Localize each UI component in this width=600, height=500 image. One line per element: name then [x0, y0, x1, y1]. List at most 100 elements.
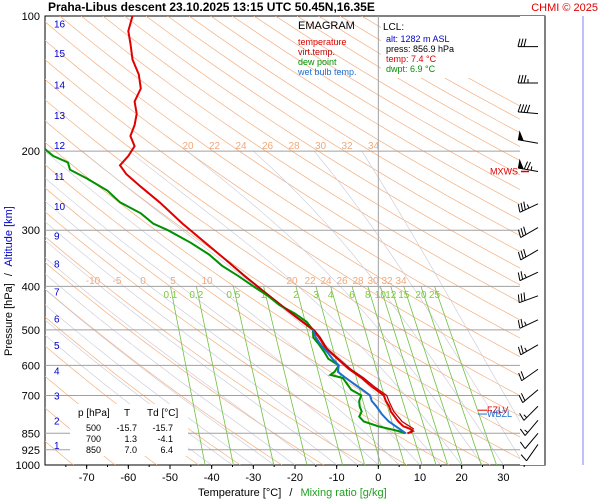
x-axis-label: Temperature [°C] / Mixing ratio [g/kg] [198, 487, 387, 499]
wind-barb-half-flag [524, 273, 527, 278]
wind-barb-flag [517, 74, 521, 84]
mixing-ratio-line [315, 286, 366, 465]
altitude-tick-label: 7 [54, 288, 60, 299]
dry-adiabat-label: 28 [288, 141, 300, 152]
mixing-ratio-line [330, 286, 382, 465]
wind-barb-flag [520, 293, 523, 302]
dry-adiabat-label: 20 [182, 141, 194, 152]
xlabel-temperature: Temperature [°C] [198, 487, 281, 499]
mixing-ratio-line [420, 286, 482, 465]
wind-barb-flag [520, 104, 525, 113]
table-row-t: 7.0 [124, 445, 137, 455]
svg-text:Pressure [hPa] /: Pressure [hPa] / Altitude [km] [3, 206, 15, 356]
mixing-ratio-label: 15 [398, 290, 410, 301]
xlabel-separator: / [289, 487, 293, 499]
pressure-tick-label: 100 [22, 11, 40, 23]
dry-adiabat-line [45, 78, 545, 410]
legend-heading: EMAGRAM [298, 20, 355, 32]
wind-barb-pennant [517, 130, 524, 142]
table-row-t: 1.3 [124, 434, 137, 444]
pressure-tick-label: 600 [22, 360, 40, 372]
temperature-tick-label: -70 [79, 472, 95, 484]
wind-barb-flag [523, 292, 526, 301]
wind-barb-flag [523, 74, 527, 84]
mixing-ratio-label: 0.1 [163, 290, 177, 301]
wind-barb-flag [517, 204, 521, 213]
wind-barb-flag [523, 161, 529, 170]
altitude-tick-label: 11 [54, 172, 65, 183]
dry-adiabat-label: 30 [315, 141, 327, 152]
dry-adiabat-line [45, 99, 545, 430]
altitude-tick-label: 10 [54, 202, 66, 213]
wind-barb-half-flag [524, 321, 527, 326]
mixing-ratio-label: 6 [349, 290, 355, 301]
fzlv-label: FZLV [487, 405, 508, 415]
wind-barb-flag [523, 104, 528, 113]
xlabel-mixing-ratio: Mixing ratio [g/kg] [300, 487, 386, 499]
wind-barb-half-flag [530, 166, 533, 171]
wind-barb-flag [520, 228, 524, 237]
wind-barb-flag [520, 38, 524, 47]
temperature-tick-label: 20 [456, 472, 468, 484]
wind-barb-flag [520, 250, 524, 259]
wbzl-label: WBZL [487, 409, 512, 419]
table-row-td: -15.7 [152, 423, 173, 433]
pressure-tick-label: 500 [22, 325, 40, 337]
dry-adiabat-line [188, 16, 545, 234]
altitude-tick-label: 13 [54, 111, 66, 122]
temperature-tick-label: 30 [497, 472, 509, 484]
legend-item-virt-temp: virt.temp. [298, 47, 335, 57]
series-wet-bulb-temp-line [311, 329, 407, 435]
altitude-tick-label: 9 [54, 231, 60, 242]
table-row-td: 6.4 [160, 445, 173, 455]
wind-barb-flag [517, 103, 522, 113]
mxws-label: MXWS [490, 167, 518, 177]
wind-barb [517, 248, 539, 261]
wind-barb-half-flag [524, 429, 529, 433]
wind-barb-flag [520, 371, 525, 380]
pressure-tick-label: 300 [22, 225, 40, 237]
wind-barb-flag [517, 320, 521, 329]
dry-adiabat-label: 28 [352, 276, 364, 287]
table-row-p: 850 [86, 445, 101, 455]
dry-adiabat-label: 5 [170, 276, 176, 287]
mixing-ratio-line [232, 286, 275, 465]
dry-adiabat-label: 34 [395, 276, 407, 287]
table-row-p: 500 [86, 423, 101, 433]
wind-barb [518, 368, 539, 382]
table-row-t: -15.7 [116, 423, 137, 433]
y-axis-label: Pressure [hPa] / Altitude [km] [3, 206, 15, 356]
wind-barb-flag [523, 38, 527, 47]
pressure-tick-label: 850 [22, 428, 40, 440]
wind-barb [517, 74, 538, 84]
lcl-pressure: press: 856.9 hPa [386, 44, 454, 54]
dry-adiabat-line [81, 16, 545, 316]
temperature-tick-label: 0 [375, 472, 381, 484]
wind-barb-flag [519, 441, 526, 449]
temperature-tick-label: -60 [120, 472, 136, 484]
wind-barb [517, 158, 539, 173]
wind-barb [520, 444, 539, 462]
legend-item-wet-bulb: wet bulb temp. [297, 67, 357, 77]
altitude-tick-label: 4 [54, 367, 60, 378]
dry-adiabat-line [210, 16, 545, 219]
legend-item-dew-point: dew point [298, 57, 337, 67]
wind-barb-flag [526, 161, 531, 170]
mixing-ratio-line [195, 286, 234, 465]
dry-adiabat-label: 22 [209, 141, 221, 152]
wind-barb [517, 130, 539, 144]
copyright-label: CHMI © 2025 [531, 2, 598, 14]
pressure-tick-label: 700 [22, 390, 40, 402]
pressure-tick-labels: 100 200 300 400 500 600 700 850 925 1000 [16, 11, 40, 472]
dry-adiabat-label: 30 [367, 276, 379, 287]
wind-strip-bg [520, 16, 545, 465]
temperature-tick-label: -10 [329, 472, 345, 484]
lcl-temperature: temp: 7.4 °C [386, 54, 437, 64]
lcl-dewpoint: dwpt: 6.9 °C [386, 64, 436, 74]
dry-adiabat-label: 34 [368, 141, 380, 152]
altitude-tick-label: 3 [54, 392, 60, 403]
wind-barb [519, 432, 539, 449]
mixing-ratio-lines [170, 286, 497, 465]
plot-area [44, 15, 546, 466]
